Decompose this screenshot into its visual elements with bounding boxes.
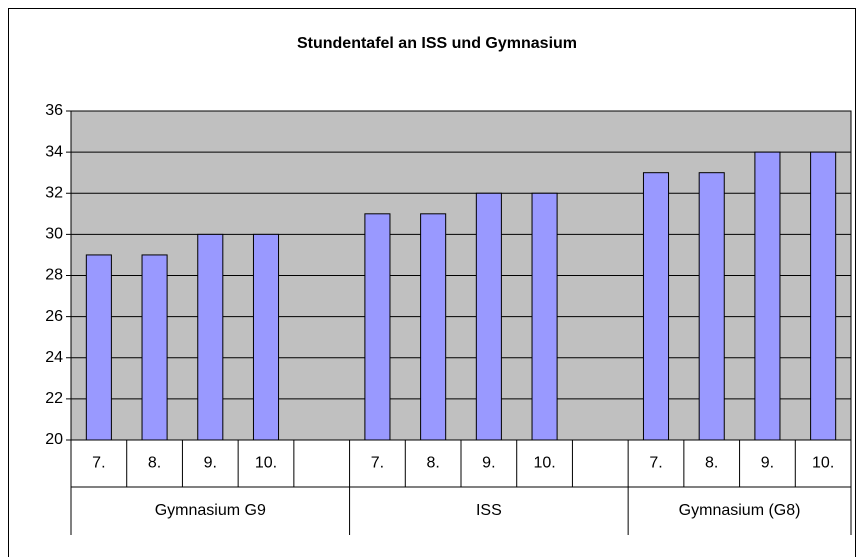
x-tick-label: 10.	[255, 455, 277, 472]
x-tick-label: 8.	[705, 455, 718, 472]
bar	[475, 192, 502, 441]
bar	[754, 151, 781, 441]
group-label: Gymnasium G9	[155, 502, 266, 519]
bar	[364, 213, 391, 441]
bar	[420, 213, 447, 441]
chart-border	[8, 8, 856, 557]
y-tick-label: 22	[45, 390, 63, 407]
bar	[642, 172, 670, 441]
x-tick-label: 10.	[533, 455, 555, 472]
x-tick-label: 7.	[649, 455, 662, 472]
x-tick-label: 9.	[482, 455, 495, 472]
y-tick-label: 26	[45, 308, 63, 325]
y-tick-label: 30	[45, 226, 63, 243]
bar	[141, 254, 168, 441]
x-tick-label: 10.	[812, 455, 834, 472]
group-label: ISS	[476, 502, 502, 519]
x-tick-label: 7.	[371, 455, 384, 472]
y-tick-label: 20	[45, 431, 63, 448]
chart-title: Stundentafel an ISS und Gymnasium	[297, 35, 577, 52]
x-tick-label: 8.	[426, 455, 439, 472]
group-label: Gymnasium (G8)	[679, 502, 801, 519]
bar	[85, 254, 112, 441]
bar	[810, 151, 837, 441]
bar	[531, 192, 558, 441]
y-tick-label: 34	[45, 143, 63, 160]
y-tick-label: 36	[45, 102, 63, 119]
bar	[698, 172, 725, 441]
x-tick-label: 7.	[92, 455, 105, 472]
y-tick-label: 32	[45, 184, 63, 201]
x-tick-label: 8.	[148, 455, 161, 472]
y-tick-label: 24	[45, 349, 63, 366]
x-tick-label: 9.	[761, 455, 774, 472]
y-tick-label: 28	[45, 267, 63, 284]
x-tick-label: 9.	[204, 455, 217, 472]
bar	[197, 233, 224, 441]
bar	[252, 233, 280, 441]
